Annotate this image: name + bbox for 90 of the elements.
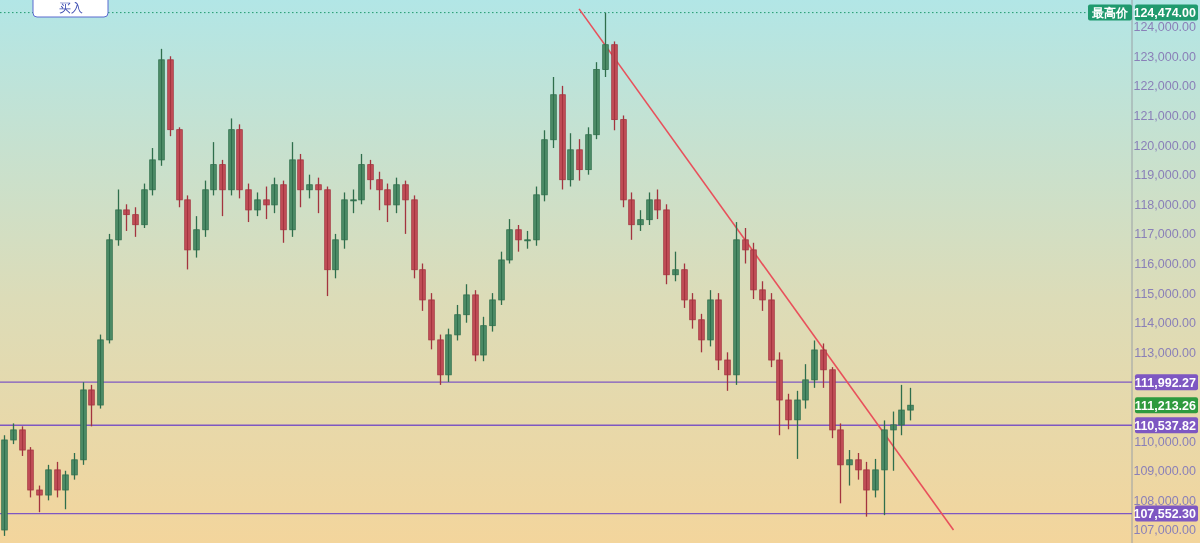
y-tick-label: 121,000.00	[1133, 108, 1197, 123]
candlestick	[315, 176, 322, 214]
candlestick	[228, 117, 235, 197]
candlestick	[306, 174, 313, 200]
text: 111,213.26	[1134, 398, 1197, 413]
candlestick	[602, 11, 609, 78]
candlestick	[332, 233, 339, 279]
candlestick	[1, 434, 8, 537]
candlestick	[576, 138, 583, 182]
candlestick	[123, 203, 130, 232]
y-tick-label: 110,000.00	[1134, 434, 1197, 449]
candlestick	[367, 159, 374, 191]
candlestick	[341, 191, 348, 250]
y-tick-label: 123,000.00	[1133, 49, 1197, 64]
candlestick	[324, 185, 331, 297]
y-tick-label: 108,000.00	[1133, 493, 1197, 508]
candlestick	[280, 179, 287, 244]
candlestick	[472, 289, 479, 362]
candlestick	[428, 292, 435, 351]
candlestick	[158, 48, 165, 167]
candlestick	[393, 176, 400, 214]
y-tick-label: 118,000.00	[1134, 197, 1197, 212]
candlestick	[167, 55, 174, 137]
candlestick	[872, 458, 879, 499]
candlestick	[846, 449, 853, 487]
y-tick-label: 119,000.00	[1134, 168, 1197, 183]
candlestick	[663, 203, 670, 285]
candlestick	[106, 233, 113, 345]
candlestick	[132, 206, 139, 238]
candlestick	[698, 313, 705, 353]
candlestick	[289, 141, 296, 238]
y-tick-label: 107,000.00	[1133, 523, 1197, 538]
candlestick	[115, 188, 122, 247]
candlestick	[785, 393, 792, 430]
candlestick	[71, 452, 78, 481]
annotation: 最高价	[1091, 6, 1129, 21]
candlestick	[759, 280, 766, 312]
candlestick	[611, 40, 618, 131]
candlestick	[567, 132, 574, 188]
candlestick	[80, 381, 87, 466]
candlestick	[62, 470, 69, 510]
annotation: 买入	[58, 1, 83, 15]
candlestick	[445, 327, 452, 383]
candlestick	[193, 215, 200, 259]
candlestick	[437, 333, 444, 386]
y-tick-label: 124,000.00	[1133, 20, 1197, 35]
candlestick	[263, 185, 270, 220]
candlestick	[402, 179, 409, 235]
candlestick	[654, 188, 661, 220]
candlestick	[219, 159, 226, 217]
candlestick	[54, 461, 61, 499]
candlestick	[245, 182, 252, 223]
y-tick-label: 117,000.00	[1134, 227, 1197, 242]
candlestick	[550, 76, 557, 149]
candlestick	[707, 289, 714, 348]
candlestick	[254, 191, 261, 217]
y-tick-label: 109,000.00	[1133, 464, 1197, 479]
candlestick	[907, 387, 914, 422]
candlestick	[36, 484, 43, 513]
candlestick	[811, 339, 818, 389]
y-tick-label: 115,000.00	[1134, 286, 1197, 301]
candlestick	[236, 123, 243, 200]
candlestick	[45, 464, 52, 502]
candlestick	[489, 292, 496, 333]
candlestick	[480, 316, 487, 362]
candlestick	[733, 221, 740, 386]
candlestick	[881, 419, 888, 516]
candlestick	[271, 176, 278, 214]
candlestick	[515, 224, 522, 253]
candlestick	[637, 209, 644, 232]
candlestick	[10, 422, 17, 445]
ref-line-label: 110,537.82	[1134, 418, 1197, 433]
candlestick	[454, 304, 461, 342]
y-tick-label: 120,000.00	[1133, 138, 1197, 153]
candlestick	[97, 333, 104, 410]
candlestick	[463, 283, 470, 324]
candlestick	[724, 351, 731, 392]
y-tick-label: 122,000.00	[1133, 79, 1197, 94]
candlestick	[559, 85, 566, 191]
candlestick	[672, 251, 679, 282]
ref-line-label: 111,992.27	[1134, 375, 1197, 390]
candlestick	[820, 342, 827, 389]
y-tick-label: 114,000.00	[1134, 316, 1197, 331]
y-tick-label: 113,000.00	[1134, 345, 1197, 360]
candlestick	[715, 292, 722, 371]
picture-button: 买入	[32, 0, 109, 18]
candlestick	[297, 153, 304, 208]
candlestick	[646, 191, 653, 226]
y-tick-label: 116,000.00	[1134, 257, 1197, 272]
candlestick	[88, 384, 95, 427]
